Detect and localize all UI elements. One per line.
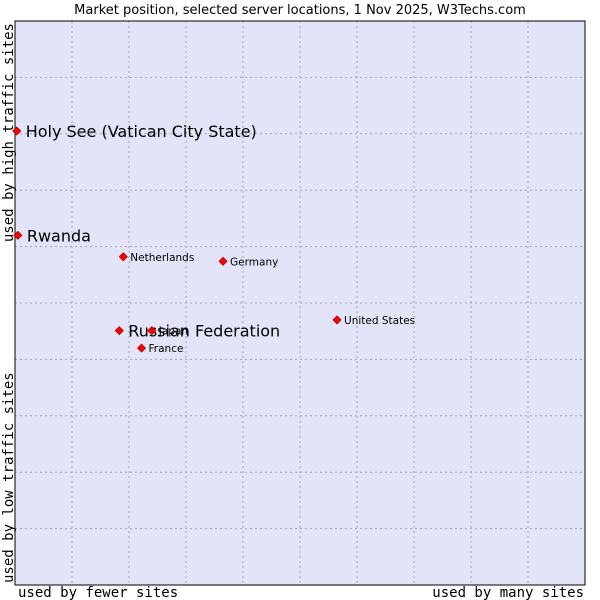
data-label-holy-see-vatican-city-state: Holy See (Vatican City State): [26, 122, 257, 141]
x-axis-label-left: used by fewer sites: [18, 585, 178, 600]
data-point-germany: [218, 256, 228, 266]
data-point-united-states: [332, 315, 342, 325]
plot-border: [14, 20, 586, 586]
data-point-japan: [147, 326, 157, 336]
data-label-france: France: [149, 343, 184, 355]
data-point-holy-see-vatican-city-state: [12, 126, 22, 136]
data-label-russian-federation: Russian Federation: [128, 322, 280, 341]
y-axis-label-top: used by high traffic sites: [1, 23, 17, 242]
x-axis-label-right: used by many sites: [432, 585, 584, 600]
data-label-rwanda: Rwanda: [27, 226, 91, 245]
data-points: Holy See (Vatican City State) Rwanda Nethe…: [12, 122, 415, 355]
data-point-france: [136, 343, 147, 353]
data-point-rwanda: [13, 230, 23, 240]
grid-lines: [15, 21, 585, 585]
data-label-netherlands: Netherlands: [130, 252, 194, 264]
data-label-united-states: United States: [344, 315, 415, 327]
data-point-russian-federation: [114, 326, 124, 336]
y-axis-label-bottom: used by low traffic sites: [1, 372, 17, 583]
data-point-netherlands: [118, 252, 128, 262]
chart-title: Market position, selected server locatio…: [74, 3, 526, 18]
data-label-japan: Japan: [158, 326, 188, 338]
data-label-germany: Germany: [230, 256, 278, 268]
